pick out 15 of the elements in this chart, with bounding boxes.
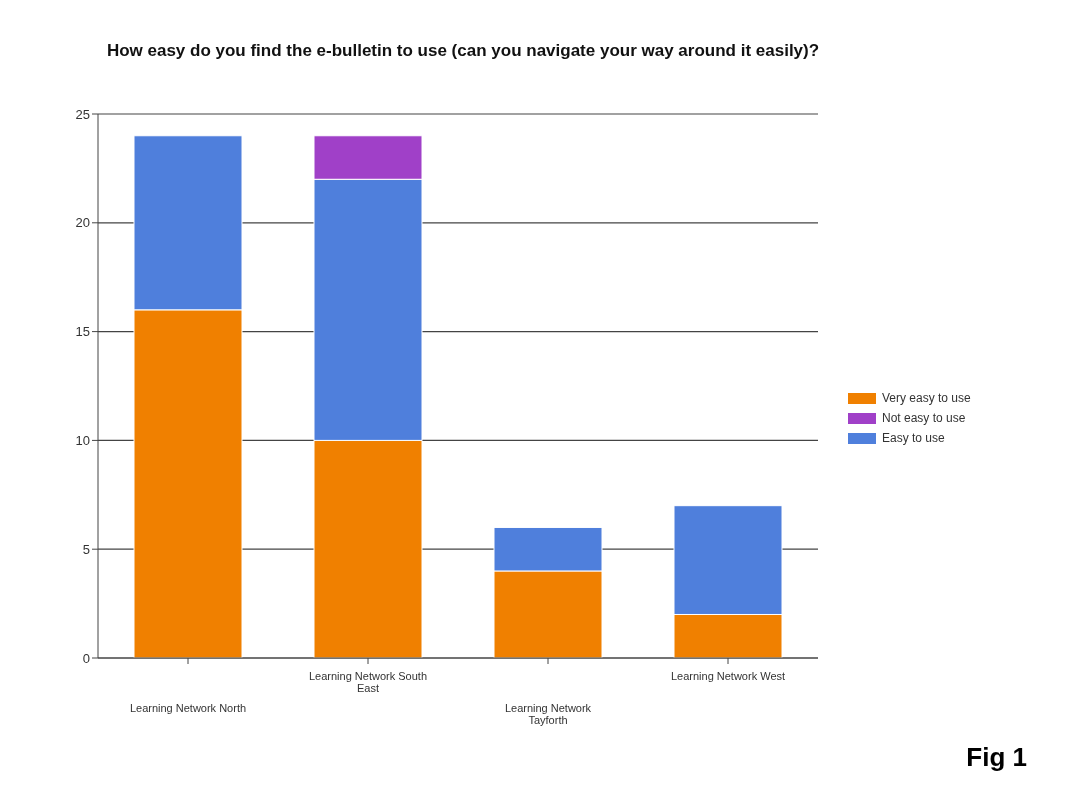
chart-title: How easy do you find the e-bulletin to use (can you navigate your way around it easily)? <box>105 40 821 62</box>
y-tick-label: 25 <box>75 106 90 122</box>
y-tick-label: 10 <box>75 433 90 449</box>
legend-label: Easy to use <box>882 431 945 445</box>
legend-label: Not easy to use <box>882 411 966 425</box>
x-tick-label: Learning Network West <box>670 670 786 682</box>
y-tick-label: 15 <box>75 324 90 340</box>
x-tick-label: Learning Network South East <box>308 670 428 694</box>
x-tick-label: Learning Network North <box>129 702 247 714</box>
legend-label: Very easy to use <box>882 391 971 405</box>
x-tick-label: Learning Network Tayforth <box>504 702 592 726</box>
caption: Fig 1 <box>966 742 1027 773</box>
y-tick-label: 0 <box>82 650 90 666</box>
y-tick-label: 5 <box>82 541 90 557</box>
y-tick-label: 20 <box>75 215 90 231</box>
